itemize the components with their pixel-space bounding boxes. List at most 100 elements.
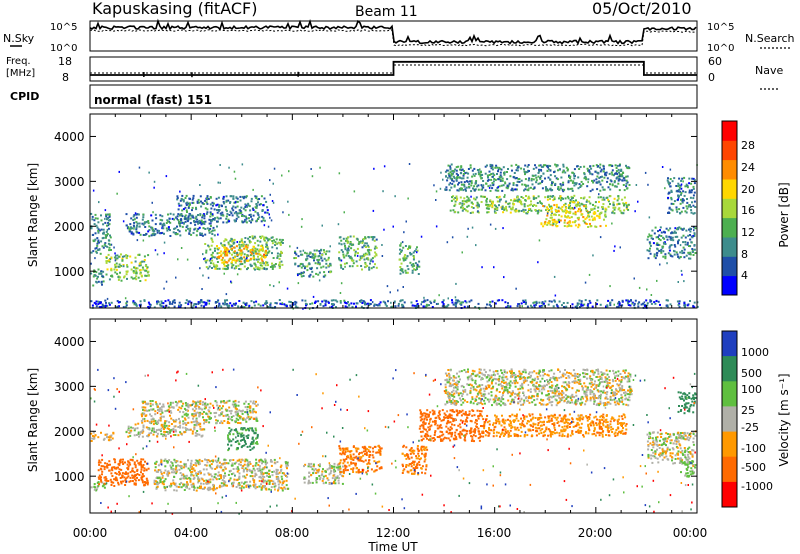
velocity-cell xyxy=(158,410,161,413)
velocity-cell xyxy=(174,484,177,487)
power-cell xyxy=(394,195,396,198)
power-cell xyxy=(690,191,693,194)
power-cell xyxy=(437,302,439,305)
power-cell xyxy=(566,222,569,225)
power-cell xyxy=(321,300,324,303)
power-cell xyxy=(215,197,218,200)
power-cell xyxy=(226,251,229,254)
power-cell xyxy=(301,253,304,256)
velocity-cell xyxy=(109,463,111,466)
power-cell xyxy=(150,214,153,217)
power-cell xyxy=(122,264,125,266)
power-cell xyxy=(148,235,151,238)
power-cell xyxy=(515,163,518,166)
power-cell xyxy=(105,230,108,233)
power-cell xyxy=(564,209,567,212)
power-cell xyxy=(670,189,673,192)
power-cell xyxy=(604,209,607,212)
power-cell xyxy=(110,267,113,270)
power-cell xyxy=(563,225,566,227)
power-cell xyxy=(201,234,204,237)
power-cell xyxy=(542,225,545,228)
power-cell xyxy=(165,227,168,230)
power-cell xyxy=(477,173,480,176)
power-cell xyxy=(107,259,110,262)
power-cell xyxy=(193,221,196,224)
power-cell xyxy=(553,196,556,199)
power-cell xyxy=(415,248,417,251)
power-cell xyxy=(567,168,569,171)
power-cell xyxy=(213,247,216,250)
power-cell xyxy=(503,172,506,175)
power-cell xyxy=(295,253,298,256)
velocity-cell xyxy=(233,403,236,406)
velocity-cell xyxy=(243,475,246,478)
power-cell xyxy=(253,301,255,304)
power-cell xyxy=(97,221,100,224)
velocity-cell xyxy=(134,464,137,467)
freq-spike xyxy=(143,72,145,77)
power-cell xyxy=(229,257,232,260)
power-cell xyxy=(518,198,520,201)
velocity-cell xyxy=(115,466,118,469)
power-cell xyxy=(404,245,407,247)
power-cell xyxy=(205,201,208,204)
velocity-cell xyxy=(199,407,202,410)
power-cell xyxy=(147,222,150,225)
velocity-cell xyxy=(93,437,96,440)
power-cell xyxy=(227,199,230,202)
power-cell xyxy=(403,258,406,261)
power-cell xyxy=(346,251,349,254)
power-cell xyxy=(208,302,210,305)
power-cell xyxy=(438,294,440,297)
power-cell xyxy=(279,241,282,244)
velocity-cell xyxy=(142,430,145,433)
power-cell xyxy=(123,275,126,278)
power-cell xyxy=(375,303,378,306)
power-cell xyxy=(406,271,409,274)
power-cell xyxy=(237,305,240,308)
power-cell xyxy=(680,269,683,272)
power-cell xyxy=(678,302,681,305)
power-cell xyxy=(558,214,561,217)
power-cell xyxy=(136,224,138,227)
power-cell xyxy=(169,235,172,237)
power-cell xyxy=(533,197,536,200)
power-cell xyxy=(362,300,365,303)
power-cell xyxy=(581,203,584,206)
velocity-cell xyxy=(207,409,210,412)
power-cell xyxy=(210,230,213,233)
power-cell xyxy=(240,249,243,252)
power-cell xyxy=(264,302,266,305)
velocity-cell xyxy=(254,475,256,478)
power-cell xyxy=(227,264,230,267)
power-cell xyxy=(139,269,142,271)
power-cell xyxy=(618,302,621,305)
velocity-cell xyxy=(209,488,212,491)
power-cell xyxy=(522,197,525,199)
power-cell xyxy=(501,177,504,180)
power-cell xyxy=(510,164,513,167)
power-cell xyxy=(261,260,264,263)
velocity-cell xyxy=(256,435,259,438)
power-cell xyxy=(340,282,343,285)
velocity-cell xyxy=(259,475,262,478)
power-cell xyxy=(363,258,366,261)
power-cell xyxy=(542,172,545,175)
velocity-cell xyxy=(199,487,202,490)
power-cell xyxy=(147,230,150,233)
velocity-cell xyxy=(160,433,163,436)
power-cell xyxy=(92,233,95,236)
power-cell xyxy=(252,250,255,253)
power-cell xyxy=(689,196,692,199)
power-cell xyxy=(476,201,479,204)
velocity-cell xyxy=(225,401,228,404)
power-cell xyxy=(401,299,404,302)
velocity-cell xyxy=(129,476,132,479)
power-cell xyxy=(254,195,257,198)
power-cell xyxy=(224,247,227,250)
power-cell xyxy=(674,227,677,230)
power-cell xyxy=(626,187,629,190)
power-cell xyxy=(504,181,506,184)
power-cell xyxy=(264,251,267,254)
